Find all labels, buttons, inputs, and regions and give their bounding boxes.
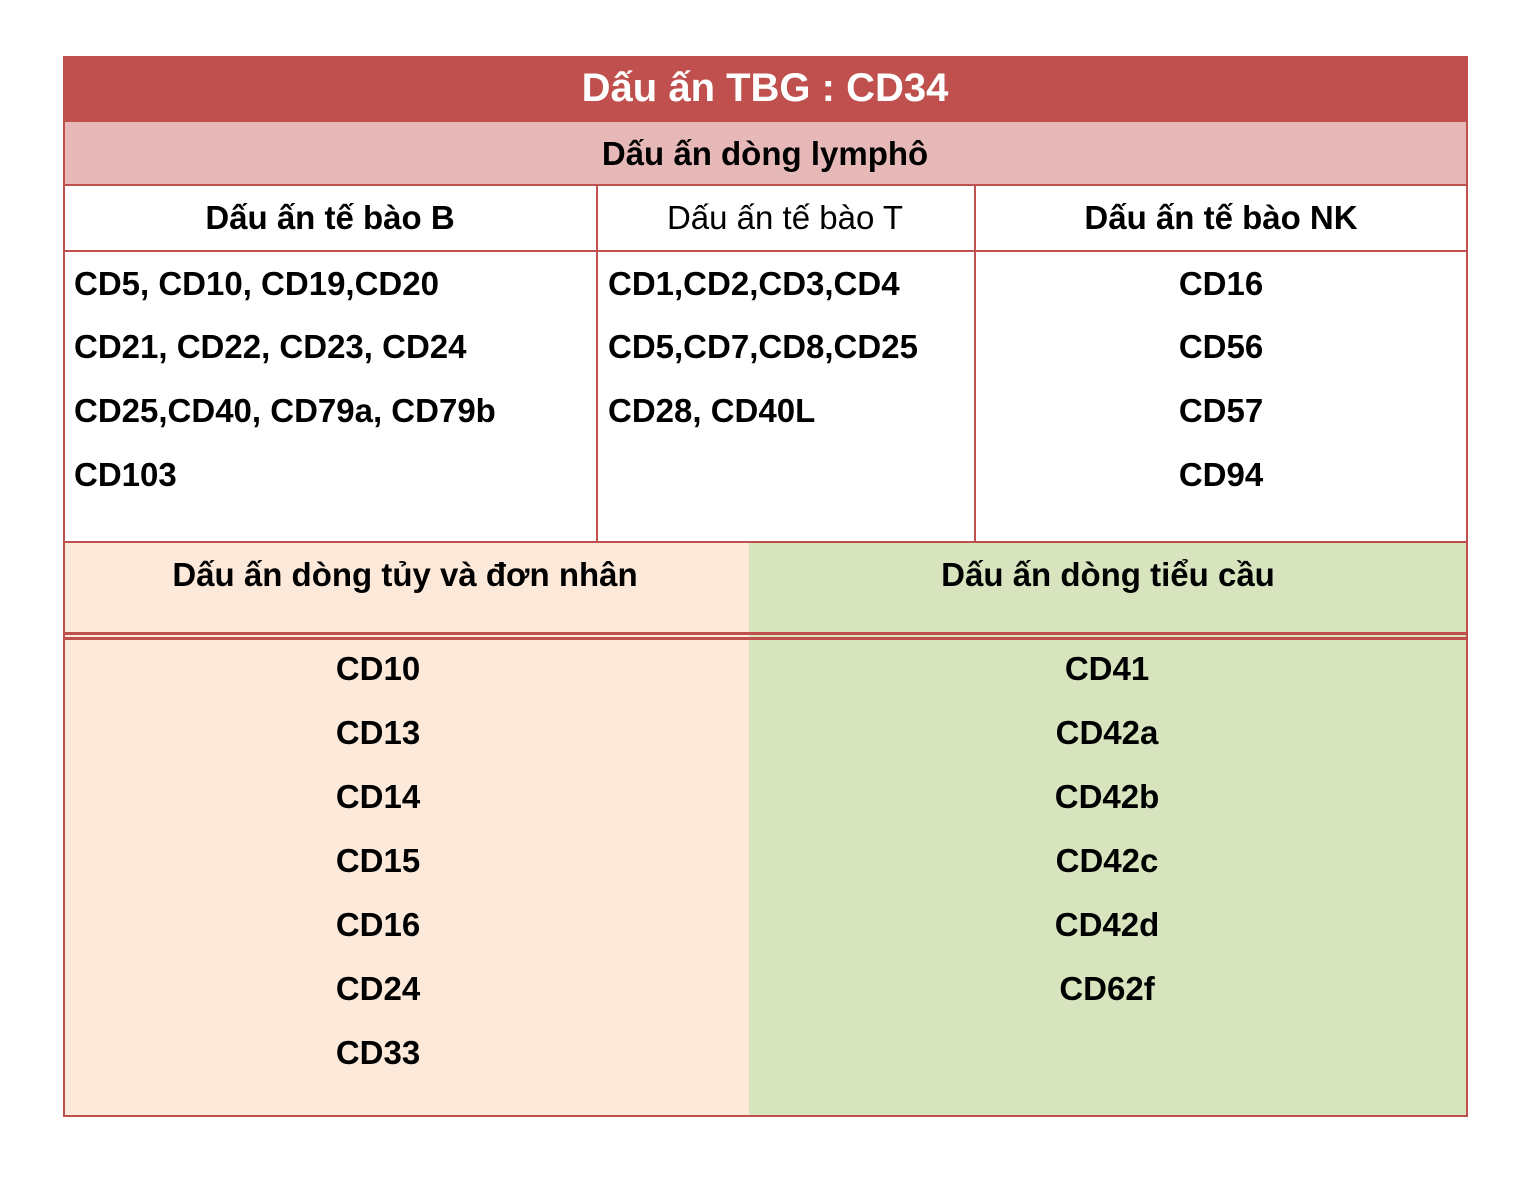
myeloid-panel: [63, 543, 749, 1117]
lymphoid-table: [63, 186, 1468, 543]
divider: [596, 186, 598, 543]
marker-line: CD21, CD22, CD23, CD24: [74, 328, 467, 365]
column-header: Dấu ấn tế bào B: [205, 199, 455, 236]
column-header: Dấu ấn tế bào T: [666, 199, 904, 236]
marker-line: CD103: [74, 456, 177, 493]
column-header: Dấu ấn tế bào NK: [1084, 199, 1358, 236]
marker: CD42b: [1054, 778, 1160, 815]
marker-line: CD25,CD40, CD79a, CD79b: [74, 392, 496, 429]
section-header: Dấu ấn dòng tủy và đơn nhân: [172, 556, 638, 593]
marker: CD16: [335, 906, 421, 943]
title: Dấu ấn TBG : CD34: [581, 66, 949, 110]
marker: CD14: [335, 778, 421, 815]
marker: CD15: [335, 842, 421, 879]
marker: CD41: [1064, 650, 1150, 687]
marker-line: CD1,CD2,CD3,CD4: [608, 265, 900, 302]
marker-line: CD94: [1178, 456, 1264, 493]
marker: CD10: [335, 650, 421, 687]
marker: CD42d: [1054, 906, 1160, 943]
marker-line: CD56: [1178, 328, 1264, 365]
divider: [63, 250, 1468, 252]
marker: CD42a: [1055, 714, 1159, 751]
double-line: [63, 632, 1468, 640]
marker-line: CD5, CD10, CD19,CD20: [74, 265, 439, 302]
marker: CD33: [335, 1034, 421, 1071]
marker: CD62f: [1059, 970, 1155, 1007]
marker-line: CD5,CD7,CD8,CD25: [608, 328, 918, 365]
title-row: [63, 56, 1468, 122]
lymphoid-row: [63, 122, 1468, 186]
marker-line: CD57: [1178, 392, 1264, 429]
section-title: Dấu ấn dòng lymphô: [601, 135, 929, 172]
section-header: Dấu ấn dòng tiểu cầu: [941, 556, 1275, 593]
marker: CD42c: [1055, 842, 1159, 879]
marker: CD13: [335, 714, 421, 751]
marker: CD24: [335, 970, 421, 1007]
marker-line: CD28, CD40L: [608, 392, 816, 429]
platelet-panel: [749, 543, 1468, 1117]
divider: [974, 186, 976, 543]
marker-line: CD16: [1178, 265, 1264, 302]
